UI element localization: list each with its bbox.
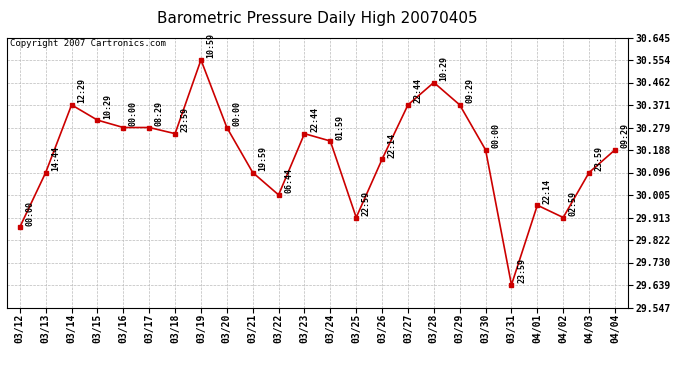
Text: 09:29: 09:29 [620,123,629,148]
Text: 23:59: 23:59 [517,258,526,284]
Text: 02:59: 02:59 [569,191,578,216]
Text: 00:00: 00:00 [26,201,34,226]
Text: 12:29: 12:29 [77,78,86,104]
Text: 10:29: 10:29 [440,56,449,81]
Text: 23:59: 23:59 [595,146,604,171]
Text: 00:00: 00:00 [129,101,138,126]
Text: 00:00: 00:00 [233,101,241,126]
Text: 08:29: 08:29 [155,101,164,126]
Text: 22:59: 22:59 [362,191,371,216]
Text: 01:59: 01:59 [336,115,345,140]
Text: 19:59: 19:59 [258,146,267,171]
Text: 14:44: 14:44 [51,146,60,171]
Text: 22:14: 22:14 [543,179,552,204]
Text: 09:29: 09:29 [465,78,474,104]
Text: 10:29: 10:29 [103,94,112,119]
Text: 06:44: 06:44 [284,168,293,194]
Text: 22:44: 22:44 [310,107,319,132]
Text: Copyright 2007 Cartronics.com: Copyright 2007 Cartronics.com [10,39,166,48]
Text: 22:44: 22:44 [413,78,422,104]
Text: 22:14: 22:14 [388,133,397,158]
Text: 23:59: 23:59 [181,107,190,132]
Text: Barometric Pressure Daily High 20070405: Barometric Pressure Daily High 20070405 [157,11,477,26]
Text: 00:00: 00:00 [491,123,500,148]
Text: 10:59: 10:59 [206,33,215,58]
